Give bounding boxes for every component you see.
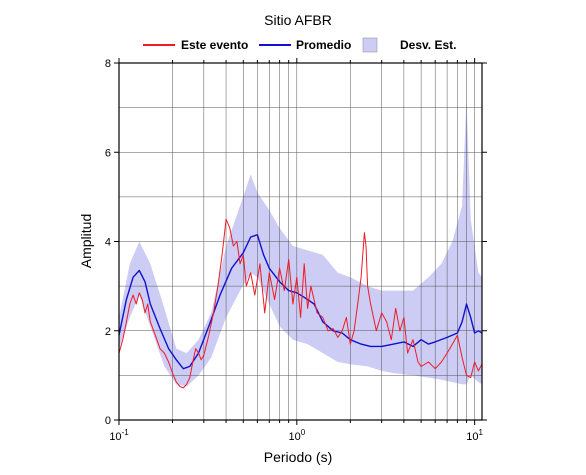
x-tick-label: 10-1: [109, 428, 129, 443]
grid-layer: [119, 63, 482, 420]
chart-title: Sitio AFBR: [264, 12, 332, 28]
y-tick-label: 8: [105, 58, 111, 70]
y-axis-label: Amplitud: [78, 214, 94, 268]
y-tick-label: 0: [105, 415, 111, 427]
x-axis-label: Periodo (s): [264, 449, 332, 465]
series-line-promedio: [118, 234, 483, 370]
std-band-layer: [119, 98, 482, 387]
legend: Este evento Promedio Desv. Est.: [143, 37, 456, 53]
tick-layer: 0 2 4 6 8 10-1 100 101: [105, 58, 487, 443]
x-tick-label: 100: [288, 428, 305, 443]
x-tick-label: 101: [466, 428, 483, 443]
y-tick-label: 6: [105, 147, 111, 159]
series-line-este-evento: [118, 218, 483, 389]
y-tick-label: 4: [105, 237, 111, 249]
std-band: [119, 98, 482, 387]
series-layer: [118, 218, 483, 389]
y-tick-label: 2: [105, 326, 111, 338]
legend-swatch-desv-est: [362, 37, 378, 53]
legend-label-este-evento: Este evento: [181, 38, 248, 52]
legend-label-desv-est: Desv. Est.: [400, 38, 456, 52]
legend-label-promedio: Promedio: [296, 38, 351, 52]
plot-area: 0 2 4 6 8 10-1 100 101: [105, 58, 487, 443]
